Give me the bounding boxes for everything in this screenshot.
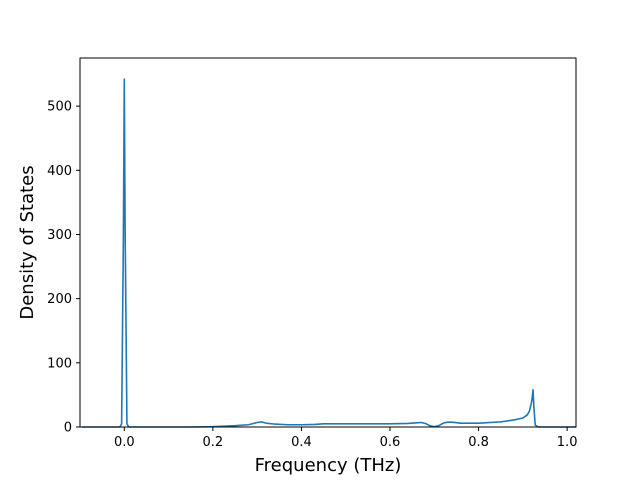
y-tick-label: 100 xyxy=(47,356,72,371)
y-tick-label: 200 xyxy=(47,292,72,307)
y-tick-label: 400 xyxy=(47,164,72,179)
y-axis-label: Density of States xyxy=(17,165,38,319)
x-axis: 0.0 0.2 0.4 0.6 0.8 1.0 xyxy=(114,427,578,450)
x-tick-label: 0.0 xyxy=(114,435,135,450)
x-tick-label: 0.4 xyxy=(291,435,312,450)
x-tick-label: 1.0 xyxy=(557,435,578,450)
plot-frame xyxy=(79,57,577,428)
x-axis-label: Frequency (THz) xyxy=(255,455,402,476)
y-tick-label: 500 xyxy=(47,100,72,115)
y-tick-label: 0 xyxy=(64,421,72,436)
x-tick-label: 0.8 xyxy=(468,435,489,450)
dos-series-line-0 xyxy=(82,78,576,428)
y-axis: 0 100 200 300 400 500 xyxy=(47,100,80,436)
x-tick-label: 0.6 xyxy=(380,435,401,450)
series-layer xyxy=(82,78,576,428)
y-tick-label: 300 xyxy=(47,228,72,243)
x-tick-label: 0.2 xyxy=(203,435,224,450)
